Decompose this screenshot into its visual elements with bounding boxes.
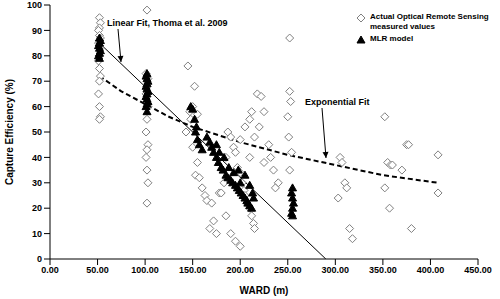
svg-text:70: 70 — [32, 76, 42, 86]
svg-text:50: 50 — [32, 127, 42, 137]
svg-text:WARD (m): WARD (m) — [240, 285, 289, 296]
svg-text:100.00: 100.00 — [131, 265, 159, 275]
svg-text:100: 100 — [27, 0, 42, 10]
svg-text:Exponential Fit: Exponential Fit — [305, 97, 370, 107]
svg-text:Linear Fit, Thoma et al. 2009: Linear Fit, Thoma et al. 2009 — [107, 18, 228, 28]
svg-text:200.00: 200.00 — [226, 265, 254, 275]
svg-text:400.00: 400.00 — [417, 265, 445, 275]
svg-text:450.00: 450.00 — [464, 265, 492, 275]
svg-text:350.00: 350.00 — [369, 265, 397, 275]
svg-text:10: 10 — [32, 229, 42, 239]
svg-text:60: 60 — [32, 102, 42, 112]
svg-text:50.00: 50.00 — [86, 265, 109, 275]
svg-text:250.00: 250.00 — [274, 265, 302, 275]
html-text:MLR model: MLR model — [370, 34, 414, 43]
svg-text:80: 80 — [32, 51, 42, 61]
svg-text:30: 30 — [32, 178, 42, 188]
svg-text:20: 20 — [32, 203, 42, 213]
svg-text:90: 90 — [32, 26, 42, 36]
svg-text:300.00: 300.00 — [322, 265, 350, 275]
svg-text:150.00: 150.00 — [179, 265, 207, 275]
svg-text:0.00: 0.00 — [41, 265, 59, 275]
svg-text:Capture Efficiency (%): Capture Efficiency (%) — [8, 79, 15, 185]
svg-text:0: 0 — [37, 254, 42, 264]
html-text:Actual Optical Remote Sensing: Actual Optical Remote Sensing measured v… — [370, 12, 489, 31]
svg-text:40: 40 — [32, 153, 42, 163]
